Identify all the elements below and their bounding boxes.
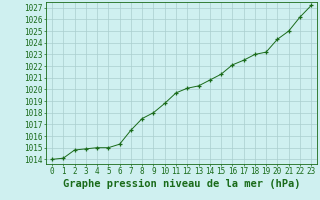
X-axis label: Graphe pression niveau de la mer (hPa): Graphe pression niveau de la mer (hPa): [63, 179, 300, 189]
